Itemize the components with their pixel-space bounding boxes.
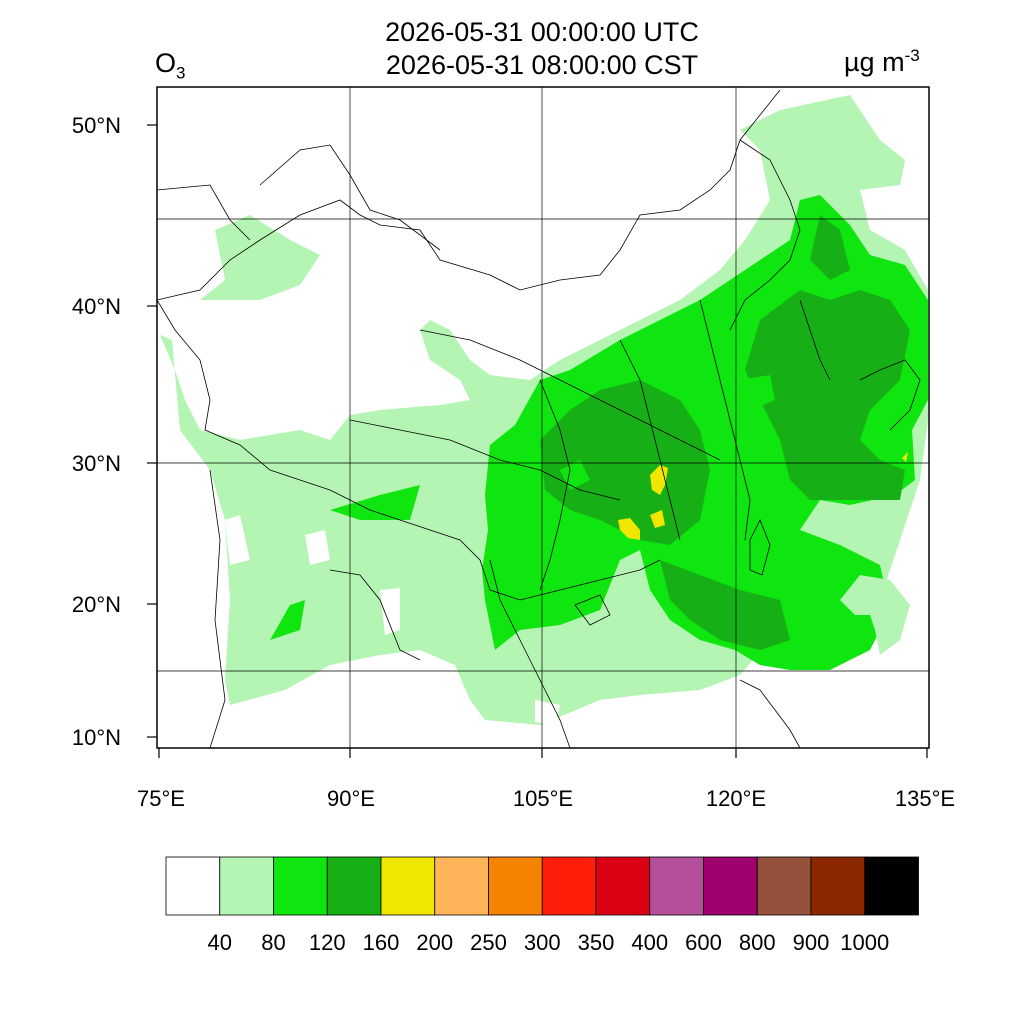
border-provinces-4 xyxy=(619,339,681,541)
border-india xyxy=(209,469,226,748)
colorbar-swatch xyxy=(541,856,597,916)
colorbar-label: 250 xyxy=(470,930,507,955)
lon-label-90: 90°E xyxy=(327,786,375,811)
colorbar-swatch xyxy=(595,856,651,916)
colorbar-label: 160 xyxy=(363,930,400,955)
variable-subscript: 3 xyxy=(176,63,186,83)
border-kazakh xyxy=(157,184,251,241)
colorbar-label: 400 xyxy=(631,930,668,955)
colorbar-label: 350 xyxy=(578,930,615,955)
colorbar-swatch xyxy=(810,856,866,916)
colorbar-label: 80 xyxy=(261,930,285,955)
border-china-north xyxy=(157,89,781,301)
lat-label-50: 50°N xyxy=(72,113,121,138)
unit-text: µg m xyxy=(844,47,905,77)
lat-labels: 50°N 40°N 30°N 20°N 10°N xyxy=(72,113,121,750)
border-china-west xyxy=(157,299,661,601)
colorbar-label: 800 xyxy=(739,930,776,955)
colorbar-swatch xyxy=(703,856,758,916)
unit-superscript: -3 xyxy=(904,46,920,65)
border-provinces-2 xyxy=(349,419,621,501)
tick-marks xyxy=(147,124,928,758)
colorbar-swatch xyxy=(273,856,328,916)
coast-taiwan xyxy=(749,519,771,576)
colorbar-swatch xyxy=(380,856,436,916)
lon-label-105: 105°E xyxy=(513,786,573,811)
country-borders xyxy=(157,89,921,748)
border-provinces-3 xyxy=(539,379,571,591)
map-frame xyxy=(156,86,930,749)
border-korea xyxy=(799,299,831,381)
colorbar-label: 300 xyxy=(524,930,561,955)
colorbar-swatch xyxy=(219,856,274,916)
colorbar-swatch xyxy=(434,856,489,916)
colorbar-label: 40 xyxy=(208,930,232,955)
lat-label-20: 20°N xyxy=(72,592,121,617)
concentration-field xyxy=(160,95,928,725)
lat-label-40: 40°N xyxy=(72,294,121,319)
lon-labels: 75°E 90°E 105°E 120°E 135°E xyxy=(137,786,955,811)
contour-below-40-holes xyxy=(225,515,560,725)
lon-label-75: 75°E xyxy=(137,786,185,811)
colorbar-swatch xyxy=(756,856,812,916)
contour-holes-inner xyxy=(560,375,775,490)
colorbar-labels: 40 80 120 160 200 250 300 350 400 600 800 900 1000 xyxy=(208,930,890,955)
spiral-light-core xyxy=(840,575,910,655)
border-provinces-1 xyxy=(419,329,721,461)
border-indochina xyxy=(489,559,571,748)
title-cst-time: 2026-05-31 08:00:00 CST xyxy=(385,50,699,80)
coast-philippines xyxy=(739,679,801,748)
lat-label-30: 30°N xyxy=(72,451,121,476)
colorbar-label: 120 xyxy=(309,930,346,955)
unit-label: µg m-3 xyxy=(844,46,920,78)
border-japan xyxy=(859,359,921,431)
title-utc-time: 2026-05-31 00:00:00 UTC xyxy=(385,17,699,47)
colorbar-swatch xyxy=(326,856,382,916)
lat-label-10: 10°N xyxy=(72,725,121,750)
contour-120-160 xyxy=(540,215,910,650)
colorbar-swatch xyxy=(864,856,919,916)
coast-hainan xyxy=(574,594,611,626)
lon-label-120: 120°E xyxy=(706,786,766,811)
graticule xyxy=(157,87,929,748)
variable-label: O3 xyxy=(155,48,185,83)
colorbar-label: 200 xyxy=(416,930,453,955)
colorbar-swatch xyxy=(649,856,704,916)
variable-name: O xyxy=(155,48,177,78)
colorbar-label: 1000 xyxy=(840,930,889,955)
colorbar-label: 900 xyxy=(793,930,830,955)
colorbar-swatch xyxy=(488,856,543,916)
colorbar-swatch xyxy=(165,856,221,916)
colorbar-label: 600 xyxy=(685,930,722,955)
border-china-northeast xyxy=(729,139,801,331)
border-provinces-5 xyxy=(699,299,751,541)
lon-label-135: 135°E xyxy=(895,786,955,811)
colorbar xyxy=(165,856,919,916)
